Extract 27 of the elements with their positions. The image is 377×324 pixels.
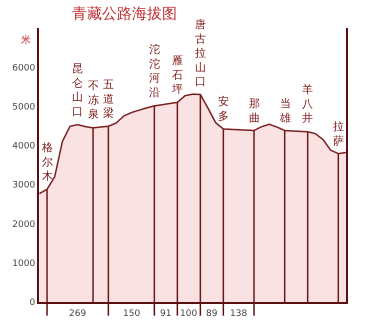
x-tick-label: 格尔木 — [41, 141, 53, 183]
y-tick-label: 2000 — [12, 220, 36, 230]
y-axis-title: 米 — [21, 34, 31, 46]
x-tick-label: 昆仑山口 — [72, 62, 83, 118]
text: 91 — [160, 309, 172, 319]
x-tick-label: 唐古拉山口 — [195, 18, 206, 88]
x-tick-label: 不冻泉 — [88, 79, 99, 121]
y-tick-label: 3000 — [12, 180, 36, 191]
chart-title: 青藏公路海拔图 — [72, 4, 177, 23]
x-tick-label: 雁石坪 — [171, 54, 183, 96]
y-tick-label: 1000 — [12, 259, 36, 270]
y-tick-label: 6000 — [12, 63, 36, 74]
x-tick-label: 五道梁 — [103, 78, 114, 120]
y-tick-label: 5000 — [12, 102, 36, 112]
x-tick-label: 那曲 — [249, 97, 260, 124]
text: 100 — [180, 309, 198, 319]
x-tick-label: 羊八井 — [302, 83, 313, 125]
x-tick-label: 安多 — [218, 95, 229, 122]
x-tick-label: 沱沱河沿 — [149, 43, 160, 99]
text: 89 — [206, 309, 218, 319]
text: 269 — [69, 309, 86, 319]
text: 138 — [230, 309, 248, 319]
x-tick-label: 当雄 — [279, 97, 291, 124]
y-tick-label: 4000 — [12, 142, 36, 152]
x-tick-label: 拉萨 — [333, 120, 344, 148]
text: 150 — [123, 309, 140, 319]
y-tick-label: 0 — [29, 298, 36, 308]
